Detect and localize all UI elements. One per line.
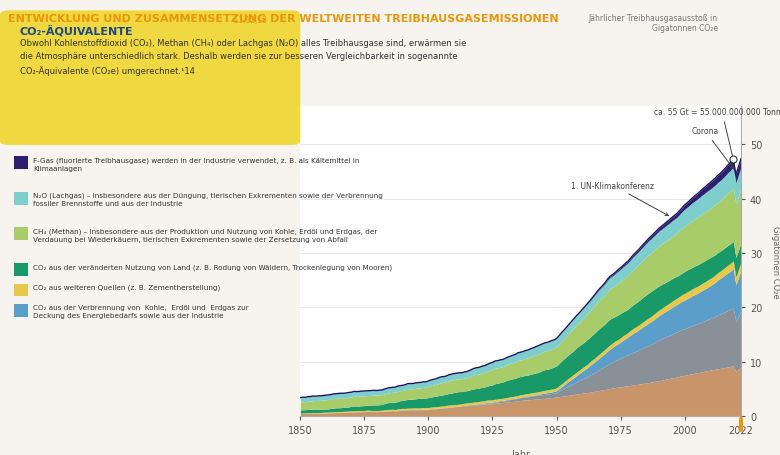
Text: Jahr: Jahr	[511, 449, 530, 455]
Text: Jährlicher Treibhausgasausstoß in
Gigatonnen CO₂e: Jährlicher Treibhausgasausstoß in Gigato…	[588, 14, 718, 33]
Text: CH₄ (Methan) – Insbesondere aus der Produktion und Nutzung von Kohle, Erdöl und : CH₄ (Methan) – Insbesondere aus der Prod…	[33, 228, 378, 243]
Text: 11,12,13: 11,12,13	[8, 16, 267, 25]
Y-axis label: Jährlicher Treibhausgasausstoß in
Gigatonnen CO₂e: Jährlicher Treibhausgasausstoß in Gigato…	[771, 191, 780, 332]
Text: CO₂-ÄQUIVALENTE: CO₂-ÄQUIVALENTE	[20, 25, 133, 36]
Text: F-Gas (fluorierte Treibhausgase) werden in der Industrie verwendet, z. B. als Kä: F-Gas (fluorierte Treibhausgase) werden …	[33, 157, 359, 172]
Text: CO₂ aus der Verbrennung von  Kohle,  Erdöl und  Erdgas zur
Deckung des Energiebe: CO₂ aus der Verbrennung von Kohle, Erdöl…	[33, 304, 249, 318]
Text: Corona: Corona	[692, 127, 733, 170]
Text: Obwohl Kohlenstoffdioxid (CO₂), Methan (CH₄) oder Lachgas (N₂O) alles Treibhausg: Obwohl Kohlenstoffdioxid (CO₂), Methan (…	[20, 39, 466, 76]
Text: CO₂ aus der veränderten Nutzung von Land (z. B. Rodung von Wäldern, Trockenlegun: CO₂ aus der veränderten Nutzung von Land…	[33, 263, 392, 270]
Text: N₂O (Lachgas) – Insbesondere aus der Düngung, tierischen Exkrementen sowie der V: N₂O (Lachgas) – Insbesondere aus der Dün…	[33, 192, 383, 207]
Text: 1. UN-Klimakonferenz: 1. UN-Klimakonferenz	[572, 182, 668, 216]
Text: ENTWICKLUNG UND ZUSAMMENSETZUNG DER WELTWEITEN TREIBHAUSGASEMISSIONEN: ENTWICKLUNG UND ZUSAMMENSETZUNG DER WELT…	[8, 14, 558, 24]
Text: ca. 55 Gt = 55.000.000.000 Tonnen: ca. 55 Gt = 55.000.000.000 Tonnen	[654, 108, 780, 157]
Text: CO₂ aus weiteren Quellen (z. B. Zementherstellung): CO₂ aus weiteren Quellen (z. B. Zementhe…	[33, 284, 220, 290]
